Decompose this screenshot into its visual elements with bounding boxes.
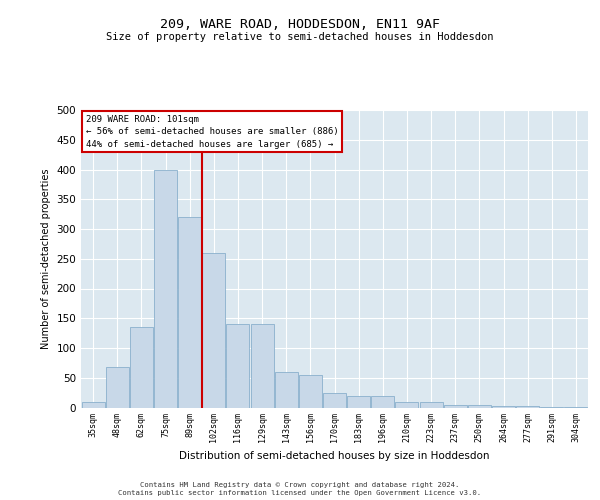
Bar (492, 406, 515, 408)
Bar (299, 375, 322, 408)
Text: Size of property relative to semi-detached houses in Hoddesdon: Size of property relative to semi-detach… (106, 32, 494, 42)
Bar (395, 402, 418, 407)
Bar (178, 217, 201, 408)
Bar (275, 372, 298, 408)
X-axis label: Distribution of semi-detached houses by size in Hoddesdon: Distribution of semi-detached houses by … (179, 450, 490, 460)
Y-axis label: Number of semi-detached properties: Number of semi-detached properties (41, 168, 51, 349)
Text: 209, WARE ROAD, HODDESDON, EN11 9AF: 209, WARE ROAD, HODDESDON, EN11 9AF (160, 18, 440, 30)
Bar (82, 402, 104, 407)
Bar (541, 407, 563, 408)
Bar (323, 392, 346, 407)
Text: Contains HM Land Registry data © Crown copyright and database right 2024.
Contai: Contains HM Land Registry data © Crown c… (118, 482, 482, 496)
Bar (154, 170, 177, 408)
Bar (347, 396, 370, 407)
Text: 209 WARE ROAD: 101sqm
← 56% of semi-detached houses are smaller (886)
44% of sem: 209 WARE ROAD: 101sqm ← 56% of semi-deta… (86, 115, 338, 149)
Bar (444, 404, 467, 407)
Bar (516, 406, 539, 408)
Bar (371, 396, 394, 407)
Bar (468, 404, 491, 407)
Bar (130, 327, 153, 407)
Bar (419, 402, 443, 407)
Bar (202, 253, 225, 408)
Bar (251, 324, 274, 407)
Bar (565, 407, 587, 408)
Bar (226, 324, 250, 407)
Bar (106, 367, 128, 408)
